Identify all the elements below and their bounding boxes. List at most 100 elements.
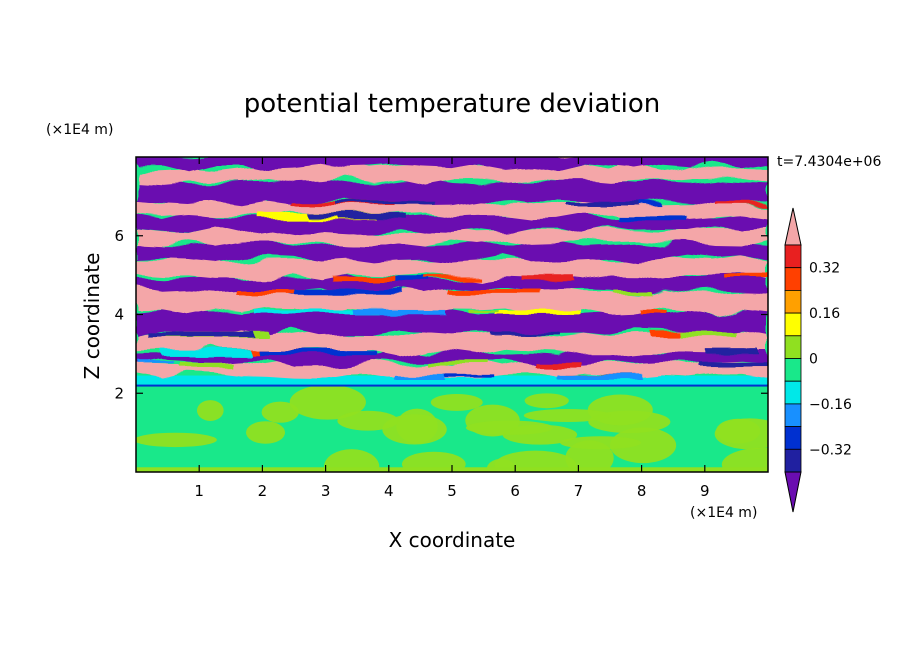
transition-streak: [336, 201, 436, 206]
purple-layer: [136, 177, 768, 207]
transition-streak: [651, 331, 684, 337]
transition-streak: [301, 350, 377, 356]
colorbar-tick-label: 0.32: [809, 261, 840, 277]
swirl-patch: [523, 408, 611, 422]
transition-streak: [556, 374, 643, 380]
x-tick-label: 4: [384, 482, 394, 500]
x-axis-label: X coordinate: [389, 528, 516, 552]
purple-layer: [136, 212, 768, 234]
transition-streak: [447, 289, 543, 295]
x-tick-label: 9: [700, 482, 710, 500]
transition-streak: [468, 309, 499, 313]
transition-streak: [725, 275, 768, 280]
swirl-patch: [721, 447, 768, 472]
transition-streak: [707, 350, 760, 356]
purple-layer: [136, 308, 768, 337]
upper-layers: [136, 137, 768, 380]
transition-streak: [443, 374, 495, 378]
transition-streak: [616, 214, 687, 221]
pink-layer: [136, 256, 768, 280]
plot-area: [136, 137, 768, 472]
transition-streak: [639, 309, 667, 314]
time-label: t=7.4304e+06: [777, 154, 881, 170]
swirl-patch: [337, 410, 399, 431]
transition-streak: [146, 331, 255, 337]
y-tick-label: 4: [114, 306, 124, 324]
swirl-patch: [494, 450, 577, 472]
chart-title: potential temperature deviation: [244, 89, 660, 119]
colorbar-tick-label: −0.16: [809, 397, 852, 413]
transition-streak: [180, 361, 231, 368]
swirl-patch: [261, 401, 299, 423]
swirl-patch: [465, 420, 554, 435]
pink-layer: [136, 164, 768, 184]
x-unit-label: (×1E4 m): [690, 505, 757, 521]
transition-streak: [678, 331, 736, 338]
transition-streak: [699, 361, 768, 367]
colorbar-segment: [784, 426, 802, 450]
pink-layer: [136, 329, 768, 356]
interface-line: [136, 384, 768, 387]
swirl-patch: [382, 414, 447, 445]
transition-streak: [258, 350, 344, 356]
transition-streak: [715, 201, 764, 205]
colorbar-segment: [784, 335, 802, 359]
colorbar-segment: [784, 312, 802, 337]
x-tick-label: 6: [510, 482, 520, 500]
transition-streak: [495, 309, 582, 315]
colorbar-segment: [784, 244, 802, 269]
pink-layer: [136, 137, 768, 157]
transition-streak: [140, 361, 175, 365]
colorbar-segment: [784, 267, 802, 291]
swirl-patch: [246, 421, 286, 444]
swirl-patch: [430, 393, 483, 411]
transition-streak: [290, 289, 406, 295]
colorbar-segment: [784, 358, 802, 382]
transition-streak: [534, 361, 582, 368]
transition-streak: [162, 350, 251, 356]
colorbar-segment: [784, 380, 802, 405]
swirl-patch: [714, 418, 768, 450]
colorbar-extend-max: [784, 207, 802, 246]
y-tick-label: 6: [114, 227, 124, 245]
x-tick-label: 8: [637, 482, 647, 500]
swirl-patch: [587, 394, 653, 426]
swirl-patch: [565, 440, 614, 472]
colorbar-tick-label: −0.32: [809, 442, 852, 458]
transition-streak: [340, 214, 408, 220]
transition-streak: [613, 289, 650, 294]
x-tick-label: 5: [447, 482, 457, 500]
colorbar: 0.32 0.16 0 −0.16 −0.32: [784, 207, 852, 513]
y-tick-label: 2: [114, 384, 124, 402]
interface-band: [136, 375, 768, 386]
purple-layer: [136, 239, 768, 263]
y-unit-label: (×1E4 m): [46, 122, 113, 138]
transition-streak: [521, 275, 574, 280]
swirl-patch: [401, 451, 466, 472]
swirl-patch: [524, 393, 569, 409]
transition-streak: [331, 275, 395, 281]
transition-streak: [235, 289, 295, 295]
transition-streak: [393, 374, 445, 380]
colorbar-segment: [784, 403, 802, 427]
x-tick-label: 7: [574, 482, 584, 500]
colorbar-segment: [784, 289, 802, 314]
purple-layer: [136, 273, 768, 294]
swirl-patch: [324, 449, 380, 472]
colorbar-segment: [784, 448, 802, 473]
y-axis-label: Z coordinate: [80, 253, 104, 380]
transition-streak: [424, 275, 478, 279]
x-tick-label: 2: [258, 482, 268, 500]
x-tick-label: 3: [321, 482, 331, 500]
transition-streak: [425, 361, 491, 366]
transition-streak: [566, 201, 641, 206]
x-tick-label: 1: [194, 482, 204, 500]
colorbar-extend-min: [784, 471, 802, 513]
colorbar-tick-label: 0: [809, 352, 818, 368]
swirl-patch: [289, 384, 366, 420]
colorbar-tick-label: 0.16: [809, 306, 840, 322]
swirl-patch: [610, 427, 677, 464]
pink-layer: [136, 287, 768, 315]
transition-streak: [307, 214, 343, 219]
